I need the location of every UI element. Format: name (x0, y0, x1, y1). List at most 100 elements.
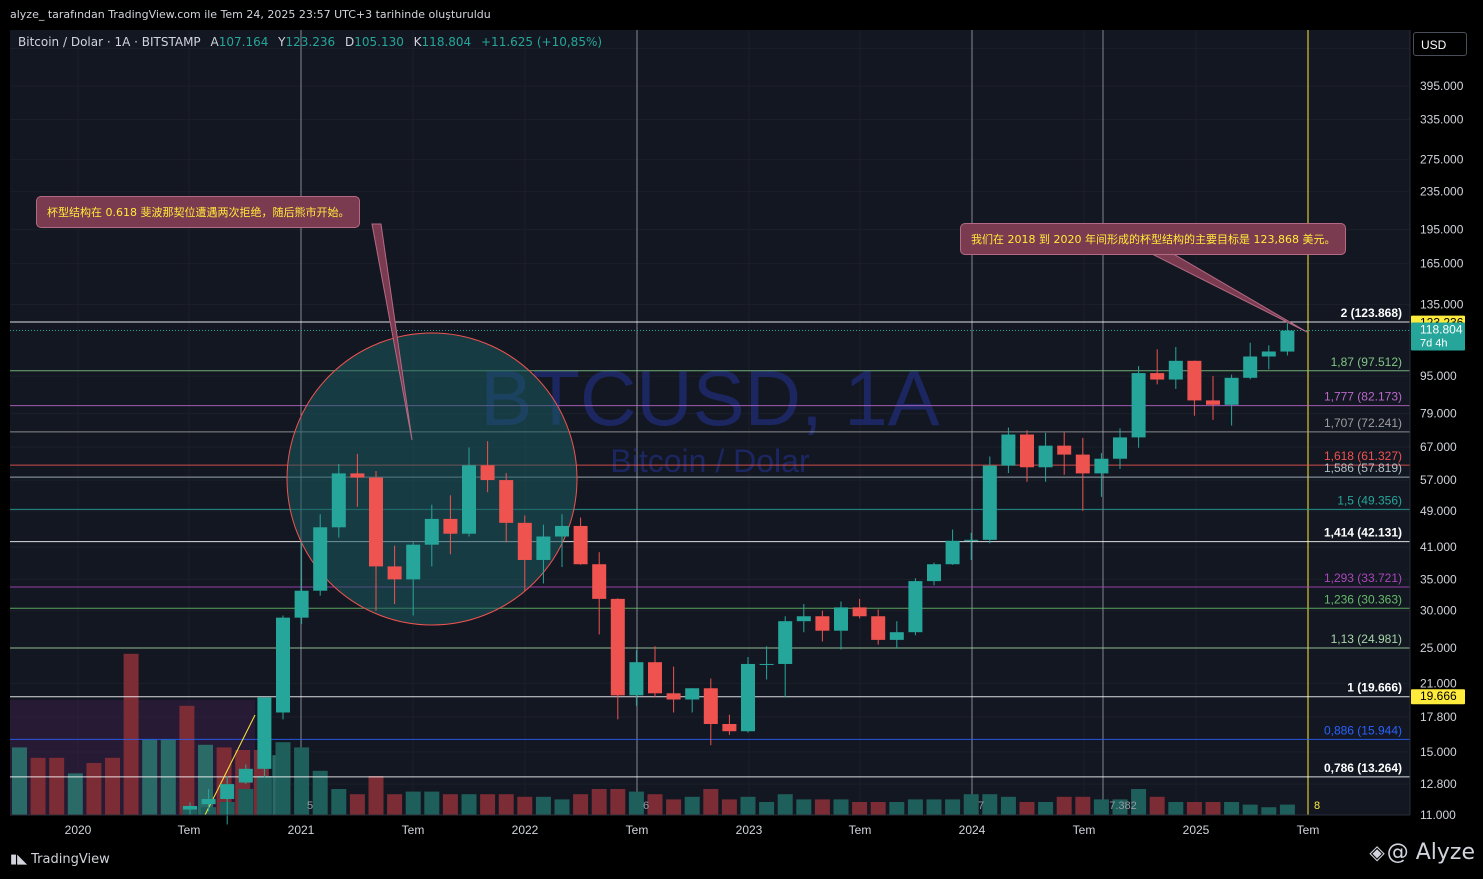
binance-diamond-icon: ◈ (1369, 840, 1385, 864)
volume-bar (275, 742, 291, 815)
fib-level-label: 1,707 (72.241) (1324, 416, 1402, 430)
x-tick-label: Tem (849, 823, 872, 837)
candle-body (703, 688, 718, 724)
candle-body (387, 566, 402, 580)
volume-bar (1019, 802, 1035, 815)
candle-body (183, 805, 197, 810)
cycle-number-label: 6 (643, 800, 649, 812)
low-value: 105.130 (354, 35, 404, 49)
volume-bar (814, 799, 830, 815)
candle-body (1243, 356, 1258, 378)
y-tick-label: 95.000 (1420, 369, 1457, 383)
x-tick-label: 2020 (65, 823, 92, 837)
x-tick-label: Tem (626, 823, 649, 837)
author-watermark: ◈@ Alyze (1369, 840, 1475, 865)
price-axis-badge (1411, 322, 1465, 351)
candle-body (1224, 377, 1239, 405)
candle-body (1075, 454, 1090, 474)
tradingview-icon: ▮◣ (10, 852, 28, 867)
y-tick-label: 35.000 (1420, 572, 1457, 586)
volume-bar (1224, 802, 1240, 815)
candle-body (964, 539, 979, 541)
y-tick-label: 41.000 (1420, 540, 1457, 554)
volume-bar (1279, 804, 1295, 815)
x-tick-label: Tem (178, 823, 201, 837)
volume-bar (796, 799, 812, 815)
candle-body (796, 616, 811, 622)
candle-body (257, 697, 272, 769)
price-axis-badge-value: 118.804 (1420, 323, 1463, 337)
footer-bar (0, 843, 1483, 879)
x-tick-label: Tem (1297, 823, 1320, 837)
x-tick-label: 2022 (512, 823, 539, 837)
x-tick-label: Tem (1073, 823, 1096, 837)
candle-body (889, 632, 904, 640)
annotation-pointer (371, 223, 413, 441)
candle-body (573, 525, 588, 565)
candle-body (685, 688, 700, 700)
y-tick-label: 17.800 (1420, 710, 1457, 724)
tradingview-logo[interactable]: ▮◣ TradingView (10, 852, 110, 867)
candle-body (815, 616, 830, 631)
candle-body (722, 723, 737, 732)
price-axis-badge-value: 19.666 (1420, 689, 1457, 703)
author-name: Alyze (1415, 840, 1475, 865)
open-label: A (210, 35, 219, 49)
candle-body (1131, 373, 1146, 438)
y-tick-label: 25.000 (1420, 641, 1457, 655)
candle-body (1187, 360, 1202, 401)
candle-body (331, 473, 346, 528)
candle-body (629, 662, 644, 696)
candle-body (220, 784, 235, 799)
volume-bar (1112, 799, 1128, 815)
candle-body (424, 518, 439, 545)
volume-bar (67, 773, 83, 815)
x-tick-label: 2025 (1183, 823, 1210, 837)
volume-bar (1038, 802, 1054, 815)
annotation-callout-cup[interactable]: 杯型结构在 0.618 斐波那契位遭遇两次拒绝，随后熊市开始。 (36, 196, 361, 228)
volume-bar (833, 799, 849, 815)
candle-body (462, 465, 476, 534)
candle-body (350, 473, 365, 478)
candle-body (592, 564, 607, 599)
candle-body (834, 607, 848, 631)
fib-level-label: 1,236 (30.363) (1324, 592, 1402, 606)
volume-bar (963, 794, 979, 815)
y-tick-label: 12.800 (1420, 777, 1457, 791)
volume-bar (1261, 807, 1277, 815)
candle-body (1038, 445, 1053, 468)
y-tick-label: 21.000 (1420, 676, 1457, 690)
candle-body (369, 477, 383, 567)
candle-body (1113, 437, 1127, 459)
y-tick-label: 30.000 (1420, 604, 1457, 618)
close-value: 118.804 (421, 35, 472, 49)
volume-bar (889, 802, 905, 815)
y-tick-label: 165.000 (1420, 257, 1464, 271)
fib-level-label: 1,618 (61.327) (1324, 449, 1402, 463)
candle-body (406, 544, 421, 580)
currency-button[interactable]: USD (1413, 32, 1467, 56)
volume-bar (628, 791, 644, 815)
watermark-name: Bitcoin / Dolar (610, 443, 810, 479)
low-label: D (344, 35, 355, 49)
candle-body (759, 663, 774, 665)
volume-bar (123, 653, 139, 815)
candle-body (945, 540, 960, 565)
volume-bar (49, 757, 65, 815)
volume-bar (1000, 796, 1016, 815)
annotation-callout-target[interactable]: 我们在 2018 到 2020 年间形成的杯型结构的主要目标是 123,868 … (960, 223, 1347, 255)
y-tick-label: 79.000 (1420, 407, 1457, 421)
fib-level-label: 1,13 (24.981) (1331, 632, 1402, 646)
volume-bar (703, 789, 719, 815)
symbol-label[interactable]: Bitcoin / Dolar · 1A · BITSTAMP (18, 35, 201, 49)
volume-bar (1205, 802, 1221, 815)
fib-level-label: 1,87 (97.512) (1331, 355, 1402, 369)
volume-bar (666, 799, 682, 815)
candle-body (1094, 458, 1109, 474)
volume-bar (405, 791, 421, 815)
volume-bar (777, 794, 793, 815)
y-tick-label: 49.000 (1420, 504, 1457, 518)
candle-body (1168, 360, 1183, 380)
candle-body (648, 662, 662, 694)
